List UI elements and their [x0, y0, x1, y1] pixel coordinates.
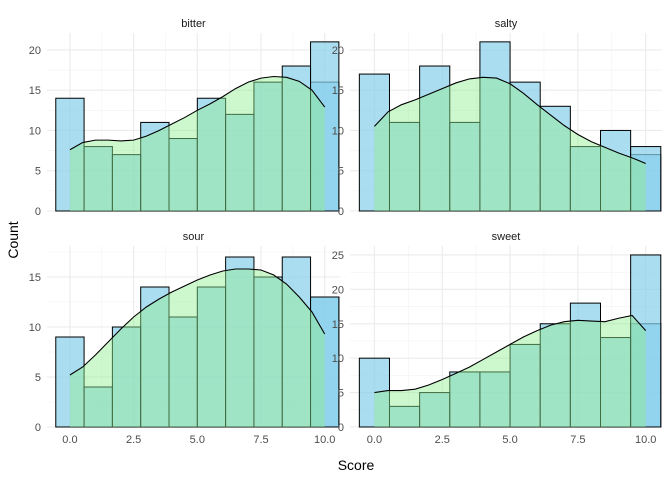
histogram-bar [479, 41, 511, 212]
y-tick-label: 5 [338, 166, 344, 178]
histogram-bar [569, 302, 602, 428]
facet-label-bitter: bitter [181, 18, 206, 30]
panel-salty: salty 0 5 10 15 20 [332, 18, 662, 218]
panel-bitter: bitter 0 5 10 15 20 [29, 18, 340, 218]
histogram-bar [449, 371, 481, 428]
histogram-bar [569, 146, 602, 212]
panel-sweet: sweet 0 5 10 15 20 25 0.0 2.5 5.0 7.5 10.0 [332, 231, 662, 446]
y-tick-label: 20 [29, 45, 41, 57]
y-tick-label: 10 [332, 125, 344, 137]
y-tick-label: 0 [35, 422, 41, 434]
y-tick-label: 15 [332, 85, 344, 97]
histogram-bar [225, 256, 255, 428]
histogram-bar [281, 256, 312, 428]
density-line [69, 75, 326, 151]
facet-label-salty: salty [495, 18, 518, 30]
histogram-bar [630, 254, 662, 428]
facet-panels: bitter 0 5 10 15 20 salty 0 5 10 15 20 sour 0 5 10 15 0.0… [29, 18, 662, 446]
x-tick-label: 10.0 [314, 434, 335, 446]
histogram-bar [600, 129, 632, 212]
y-tick-label: 10 [29, 125, 41, 137]
x-tick-label: 5.0 [502, 434, 517, 446]
y-axis-title: Count [5, 221, 21, 258]
x-tick-label: 2.5 [126, 434, 141, 446]
y-tick-label: 25 [332, 250, 344, 262]
density-area [374, 77, 646, 211]
histogram-bar [140, 286, 170, 428]
histogram-bar [196, 286, 227, 428]
x-tick-label: 10.0 [635, 434, 656, 446]
panel-sour: sour 0 5 10 15 0.0 2.5 5.0 7.5 10.0 [29, 231, 340, 446]
y-tick-label: 5 [338, 388, 344, 400]
histogram-bar [358, 73, 390, 212]
y-tick-label: 20 [332, 45, 344, 57]
density-line [69, 268, 326, 376]
histogram-bar [600, 337, 632, 428]
y-tick-label: 5 [35, 166, 41, 178]
y-tick-label: 15 [29, 85, 41, 97]
histogram-bar [196, 97, 227, 212]
density-line [374, 314, 647, 394]
histogram-bar [509, 343, 541, 428]
histogram-bar [140, 121, 170, 212]
histogram-bar [83, 146, 113, 212]
density-area [374, 315, 646, 427]
facet-label-sour: sour [183, 231, 205, 243]
density-area [69, 76, 325, 211]
histogram-bar [310, 41, 340, 212]
y-tick-label: 15 [332, 319, 344, 331]
histogram-bars [55, 41, 340, 212]
y-tick-label: 10 [29, 322, 41, 334]
histogram-bar [479, 371, 511, 428]
histogram-bar [449, 121, 481, 212]
y-tick-label: 0 [338, 206, 344, 218]
x-axis-title: Score [338, 457, 375, 473]
histogram-bars [358, 254, 662, 428]
y-tick-label: 5 [35, 372, 41, 384]
y-tick-label: 0 [338, 422, 344, 434]
x-tick-label: 2.5 [435, 434, 450, 446]
x-tick-label: 0.0 [367, 434, 382, 446]
histogram-bar [630, 146, 662, 212]
histogram-bar [388, 121, 421, 212]
x-tick-label: 0.0 [62, 434, 77, 446]
histogram-bar [168, 316, 198, 428]
x-tick-label: 7.5 [570, 434, 585, 446]
histogram-bar [539, 105, 571, 212]
histogram-bar [253, 276, 283, 428]
density-line [374, 76, 646, 164]
facet-label-sweet: sweet [492, 231, 521, 243]
y-tick-label: 15 [29, 272, 41, 284]
histogram-bars [55, 256, 340, 428]
histogram-bar [55, 336, 85, 428]
histogram-bar [253, 81, 283, 212]
histogram-bars [358, 41, 662, 212]
y-tick-label: 0 [35, 206, 41, 218]
y-tick-label: 10 [332, 353, 344, 365]
y-tick-label: 20 [332, 284, 344, 296]
density-area [69, 269, 325, 427]
x-tick-label: 5.0 [190, 434, 205, 446]
x-tick-label: 7.5 [253, 434, 268, 446]
